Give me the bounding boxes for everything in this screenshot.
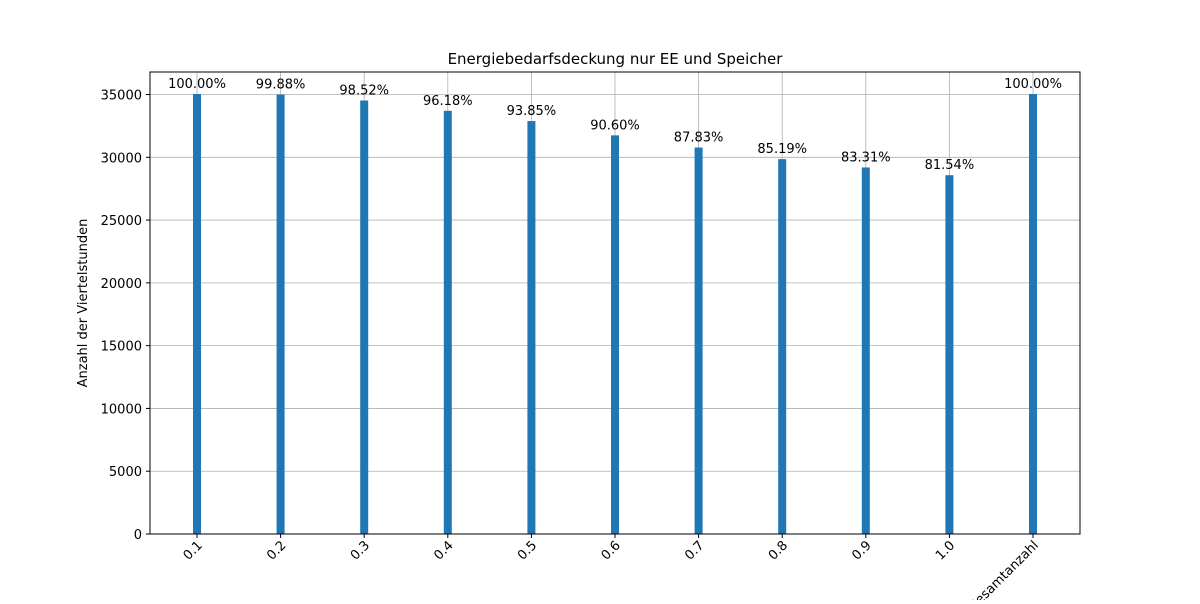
- bar: [694, 147, 703, 534]
- y-axis-label: Anzahl der Viertelstunden: [76, 219, 91, 388]
- x-tick-label: 0.7: [682, 538, 707, 563]
- data-label: 100.00%: [168, 77, 226, 92]
- x-tick-label: 0.6: [599, 538, 624, 563]
- data-label: 81.54%: [925, 158, 975, 173]
- x-tick-label: 0.8: [766, 538, 791, 563]
- bar: [611, 135, 619, 534]
- data-label: 90.60%: [590, 118, 640, 133]
- chart-title: Energiebedarfsdeckung nur EE und Speiche…: [448, 50, 784, 68]
- x-tick-label: 0.2: [264, 538, 289, 563]
- x-tick-label: 0.5: [515, 538, 540, 563]
- data-label: 96.18%: [423, 94, 473, 109]
- y-tick-label: 0: [134, 528, 142, 543]
- bar: [193, 94, 201, 534]
- bar: [1029, 94, 1037, 534]
- y-tick-label: 30000: [101, 151, 142, 166]
- y-tick-label: 25000: [101, 214, 142, 229]
- data-label: 100.00%: [1004, 77, 1062, 92]
- bar: [945, 175, 954, 534]
- data-label: 98.52%: [339, 84, 389, 99]
- y-tick-label: 20000: [101, 277, 142, 292]
- x-tick-label: 0.9: [849, 538, 874, 563]
- data-label: 83.31%: [841, 150, 891, 165]
- x-tick-label: 0.4: [431, 538, 456, 563]
- y-tick-label: 10000: [101, 402, 142, 417]
- label-layer: 100.00% 99.88% 98.52% 96.18% 93.85% 90.60% 87.…: [101, 77, 1062, 604]
- x-tick-label: 0.3: [348, 538, 373, 563]
- bar: [276, 94, 285, 534]
- bar: [443, 110, 452, 534]
- y-tick-label: 15000: [101, 340, 142, 355]
- bar-layer: [193, 94, 1037, 535]
- data-label: 85.19%: [757, 142, 807, 157]
- x-tick-label: 0.1: [181, 538, 206, 563]
- x-tick-label: Gesamtanzahl: [965, 538, 1042, 600]
- y-tick-label: 5000: [109, 465, 142, 480]
- bar: [861, 167, 870, 535]
- x-tick-label: 1.0: [933, 538, 958, 563]
- axis-layer: [146, 71, 1081, 538]
- data-label: 87.83%: [674, 131, 724, 146]
- bar: [778, 159, 787, 534]
- bar: [360, 100, 369, 534]
- data-label: 93.85%: [507, 104, 557, 119]
- y-tick-label: 35000: [101, 89, 142, 104]
- data-label: 99.88%: [256, 78, 306, 93]
- bar: [527, 121, 536, 535]
